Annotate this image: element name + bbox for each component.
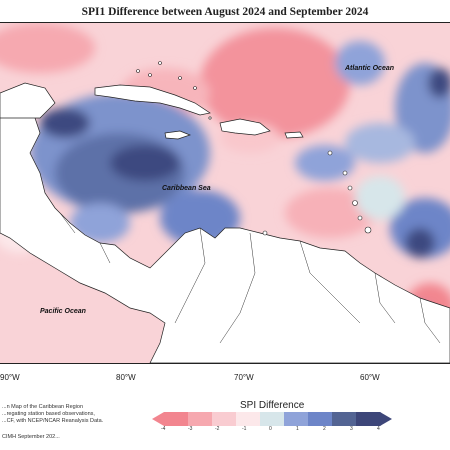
- colorbar-cell: [164, 412, 189, 426]
- colorbar-cell: [356, 412, 381, 426]
- map-canvas: [0, 23, 450, 363]
- caribbean-sea-label: Caribbean Sea: [162, 185, 211, 192]
- colorbar-cell: [188, 412, 213, 426]
- land-masses: [0, 82, 450, 363]
- map-panel: Atlantic Ocean Caribbean Sea Pacific Oce…: [0, 22, 450, 364]
- footnote-line-1: ...n Map of the Caribbean Region: [2, 404, 84, 410]
- colorbar-cell: [236, 412, 261, 426]
- legend-tick-label: -4: [161, 426, 166, 432]
- small-islands: [136, 61, 372, 236]
- legend-tick-label: -2: [215, 426, 220, 432]
- hispaniola-land: [219, 118, 271, 136]
- colorbar-cell: [284, 412, 309, 426]
- colorbar-cell: [308, 412, 333, 426]
- legend-title: SPI Difference: [240, 400, 305, 411]
- legend-tick-label: 1: [296, 426, 299, 432]
- legend-tick-label: 0: [269, 426, 272, 432]
- colorbar-cell: [212, 412, 237, 426]
- lon-tick-70w: 70°W: [234, 373, 254, 382]
- colorbar-cells: [164, 412, 381, 426]
- credit-text: CIMH September 202...: [2, 434, 60, 440]
- lon-tick-80w: 80°W: [116, 373, 136, 382]
- legend-tick-label: 4: [377, 426, 380, 432]
- jamaica-land: [164, 130, 192, 140]
- puerto-rico-land: [284, 131, 304, 139]
- legend-tick-label: 3: [350, 426, 353, 432]
- legend-colorbar: [152, 412, 392, 426]
- footnote-line-3: ...CF, with NCEP/NCAR Reanalysis Data.: [2, 418, 104, 424]
- pacific-ocean-label: Pacific Ocean: [40, 308, 86, 315]
- cuba-land: [94, 84, 211, 116]
- country-borders: [59, 212, 441, 344]
- map-title: SPI1 Difference between August 2024 and …: [81, 6, 369, 18]
- lon-tick-60w: 60°W: [360, 373, 380, 382]
- lon-tick-90w: 90°W: [0, 373, 20, 382]
- central-america-land: [0, 102, 450, 363]
- colorbar-right-arrow: [380, 412, 392, 426]
- legend-tick-label: 2: [323, 426, 326, 432]
- yucatan-land: [0, 82, 56, 119]
- footnote-line-2: ...regating station based observations,: [2, 411, 95, 417]
- atlantic-ocean-label: Atlantic Ocean: [345, 65, 395, 72]
- colorbar-left-arrow: [152, 412, 164, 426]
- colorbar-cell: [260, 412, 285, 426]
- colorbar-cell: [332, 412, 357, 426]
- legend-tick-label: -1: [242, 426, 247, 432]
- legend-tick-label: -3: [188, 426, 193, 432]
